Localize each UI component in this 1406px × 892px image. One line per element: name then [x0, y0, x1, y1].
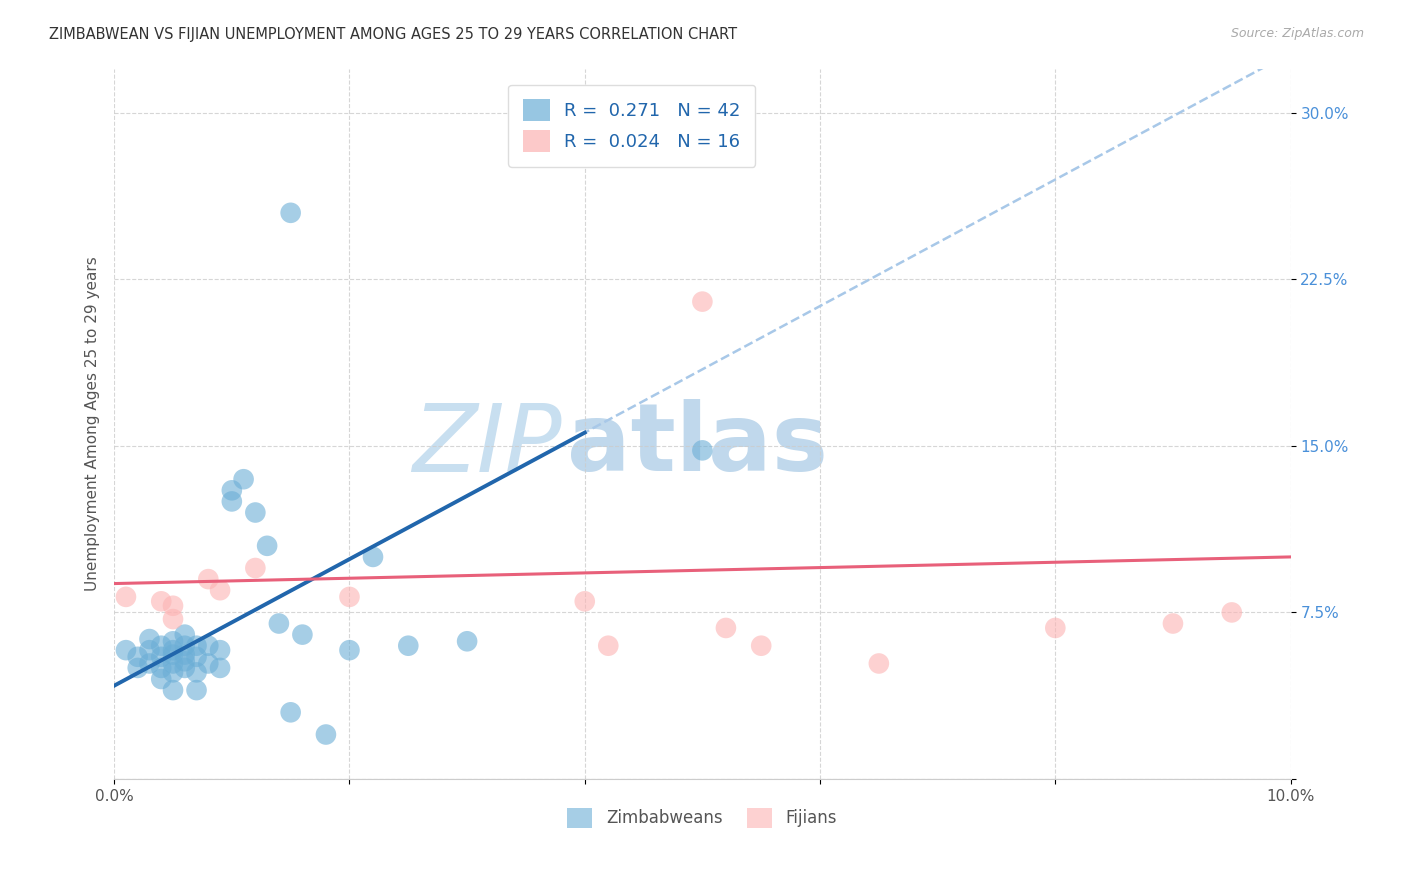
- Point: [291, 627, 314, 641]
- Point: [209, 643, 232, 657]
- Point: [162, 657, 184, 671]
- Point: [162, 599, 184, 613]
- Point: [221, 494, 243, 508]
- Point: [267, 616, 290, 631]
- Point: [197, 572, 219, 586]
- Point: [162, 612, 184, 626]
- Point: [339, 590, 361, 604]
- Text: ZIP: ZIP: [412, 400, 561, 491]
- Point: [456, 634, 478, 648]
- Point: [868, 657, 890, 671]
- Point: [138, 657, 160, 671]
- Point: [173, 627, 195, 641]
- Point: [173, 654, 195, 668]
- Point: [186, 639, 208, 653]
- Point: [162, 634, 184, 648]
- Point: [749, 639, 772, 653]
- Point: [361, 549, 384, 564]
- Point: [574, 594, 596, 608]
- Point: [150, 639, 173, 653]
- Point: [209, 661, 232, 675]
- Text: atlas: atlas: [567, 399, 828, 491]
- Point: [692, 443, 714, 458]
- Point: [396, 639, 419, 653]
- Point: [173, 639, 195, 653]
- Point: [280, 706, 302, 720]
- Point: [138, 632, 160, 646]
- Point: [138, 643, 160, 657]
- Point: [150, 594, 173, 608]
- Text: ZIMBABWEAN VS FIJIAN UNEMPLOYMENT AMONG AGES 25 TO 29 YEARS CORRELATION CHART: ZIMBABWEAN VS FIJIAN UNEMPLOYMENT AMONG …: [49, 27, 737, 42]
- Point: [598, 639, 620, 653]
- Point: [1045, 621, 1067, 635]
- Point: [173, 648, 195, 662]
- Point: [162, 665, 184, 680]
- Point: [692, 294, 714, 309]
- Point: [150, 661, 173, 675]
- Point: [339, 643, 361, 657]
- Legend: Zimbabweans, Fijians: Zimbabweans, Fijians: [561, 801, 844, 835]
- Point: [186, 683, 208, 698]
- Point: [197, 657, 219, 671]
- Point: [315, 727, 337, 741]
- Point: [1220, 606, 1243, 620]
- Point: [245, 561, 267, 575]
- Point: [186, 649, 208, 664]
- Point: [232, 472, 254, 486]
- Point: [186, 665, 208, 680]
- Point: [1161, 616, 1184, 631]
- Point: [162, 683, 184, 698]
- Point: [127, 649, 149, 664]
- Point: [714, 621, 737, 635]
- Point: [162, 648, 184, 662]
- Point: [209, 583, 232, 598]
- Point: [173, 661, 195, 675]
- Point: [197, 639, 219, 653]
- Point: [221, 483, 243, 498]
- Point: [127, 661, 149, 675]
- Point: [245, 506, 267, 520]
- Point: [115, 643, 138, 657]
- Point: [115, 590, 138, 604]
- Y-axis label: Unemployment Among Ages 25 to 29 years: Unemployment Among Ages 25 to 29 years: [86, 256, 100, 591]
- Point: [150, 672, 173, 686]
- Point: [162, 643, 184, 657]
- Text: Source: ZipAtlas.com: Source: ZipAtlas.com: [1230, 27, 1364, 40]
- Point: [280, 206, 302, 220]
- Point: [150, 649, 173, 664]
- Point: [256, 539, 278, 553]
